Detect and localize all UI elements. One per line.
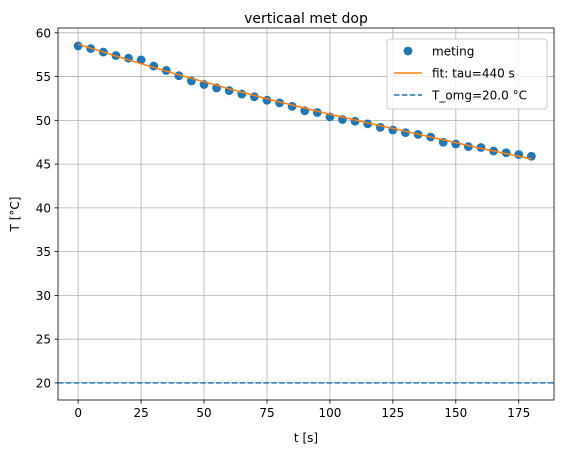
x-tick-label: 150 — [444, 406, 467, 420]
x-tick-label: 100 — [318, 406, 341, 420]
legend-label: fit: tau=440 s — [432, 67, 515, 81]
x-tick-label: 25 — [133, 406, 148, 420]
x-tick-label: 175 — [507, 406, 530, 420]
data-point — [476, 143, 486, 152]
axes-frame — [57, 27, 555, 401]
chart-title: verticaal met dop — [244, 11, 368, 27]
data-point — [136, 55, 146, 65]
y-tick-label: 40 — [36, 201, 51, 215]
legend-label: meting — [432, 45, 474, 59]
data-point — [501, 148, 511, 158]
y-tick-label: 30 — [36, 289, 51, 303]
x-tick-label: 0 — [74, 406, 82, 420]
y-tick-label: 25 — [36, 333, 51, 347]
legend-label: T_omg=20.0 °C — [431, 89, 527, 103]
fit-line — [77, 43, 532, 160]
y-tick-label: 60 — [36, 26, 51, 40]
legend-marker-meting — [403, 46, 413, 56]
y-tick-label: 45 — [36, 158, 51, 172]
axes: 0 25 50 75 100 125 150 175 20 25 30 35 40 45 50 55 60 — [36, 26, 555, 420]
data-point — [388, 125, 398, 135]
x-tick-label: 50 — [196, 406, 211, 420]
y-tick-label: 50 — [36, 114, 51, 128]
legend-box — [386, 38, 548, 110]
y-tick-label: 20 — [36, 376, 51, 390]
data-point — [526, 151, 536, 161]
data-point — [73, 41, 83, 51]
y-tick-label: 55 — [36, 70, 51, 84]
y-axis-label: T [°C] — [8, 197, 22, 233]
x-axis-label: t [s] — [294, 431, 318, 445]
y-tick-label: 35 — [36, 245, 51, 259]
x-tick-label: 125 — [381, 406, 404, 420]
legend: meting fit: tau=440 s T_omg=20.0 °C — [386, 38, 548, 110]
x-tick-label: 75 — [259, 406, 274, 420]
plot-area — [58, 41, 554, 384]
